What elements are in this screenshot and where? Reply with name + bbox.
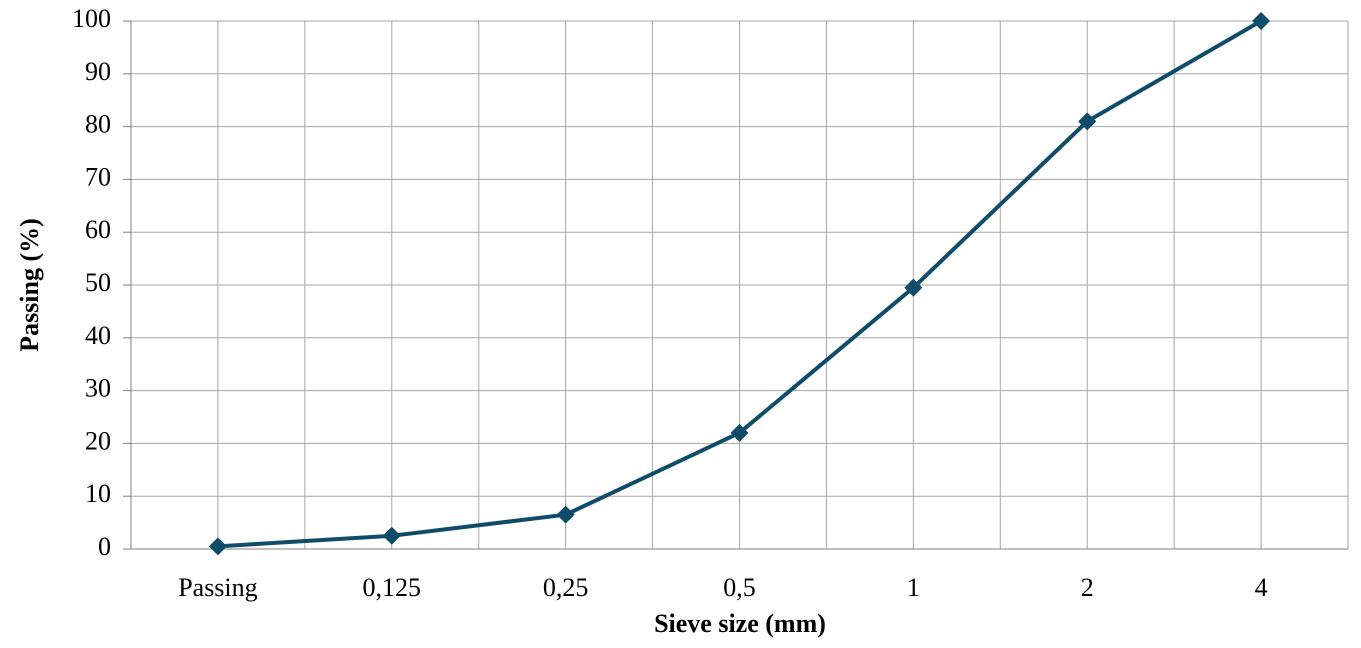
y-tick-label: 0 (98, 532, 111, 561)
x-tick-label: 0,25 (543, 573, 589, 602)
y-tick-label: 50 (85, 268, 111, 297)
x-tick-label: 2 (1081, 573, 1094, 602)
y-tick-label: 80 (85, 110, 111, 139)
data-marker (1078, 112, 1097, 131)
x-tick-label: 1 (907, 573, 920, 602)
y-tick-label: 90 (85, 57, 111, 86)
data-marker (382, 526, 401, 545)
y-tick-label: 30 (85, 374, 111, 403)
data-marker (730, 423, 749, 442)
x-tick-label: Passing (178, 573, 257, 602)
x-tick-label: 4 (1255, 573, 1268, 602)
y-tick-label: 10 (85, 479, 111, 508)
data-marker (208, 537, 227, 556)
x-tick-label: 0,5 (723, 573, 756, 602)
x-axis-title: Sieve size (mm) (654, 609, 826, 638)
y-tick-label: 20 (85, 426, 111, 455)
y-tick-label: 60 (85, 215, 111, 244)
y-tick-label: 70 (85, 162, 111, 191)
y-axis-title: Passing (%) (15, 218, 44, 352)
data-marker (1252, 12, 1271, 30)
x-tick-label: 0,125 (363, 573, 422, 602)
y-tick-label: 40 (85, 321, 111, 350)
data-marker (904, 278, 923, 297)
data-marker (556, 505, 575, 524)
y-tick-label: 100 (72, 4, 111, 33)
